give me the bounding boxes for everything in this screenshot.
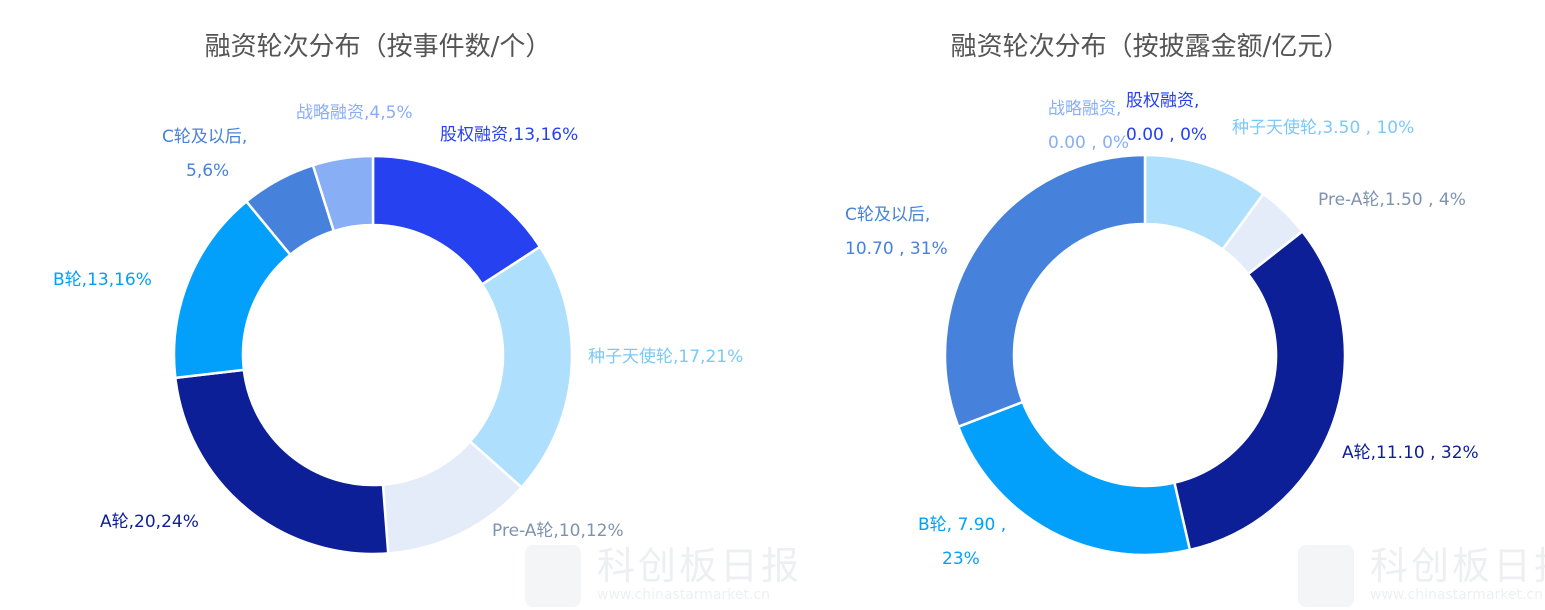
donut-slice-A轮 xyxy=(173,368,390,556)
data-label: 种子天使轮,17,21% xyxy=(588,347,744,367)
label-C轮及以后: C轮及以后, 10.70 , 31% xyxy=(845,198,948,266)
watermark-logo-icon xyxy=(1298,545,1354,607)
data-label: 种子天使轮,3.50 , 10% xyxy=(1232,118,1415,138)
data-label: 战略融资,4,5% xyxy=(296,103,413,123)
watermark-name: 科创板日报 xyxy=(597,544,803,588)
watermark-url: www.chinastarmarket.cn xyxy=(1370,587,1544,603)
label-B轮: B轮, 7.90 , 23% xyxy=(918,508,1006,576)
label-战略融资: 战略融资,4,5% xyxy=(296,96,413,130)
data-label: 5,6% xyxy=(186,161,230,181)
data-label: 0.00 , 0% xyxy=(1048,133,1130,153)
donut-slice-A轮 xyxy=(1172,229,1347,552)
label-战略融资: 战略融资, 0.00 , 0% xyxy=(1048,92,1129,160)
donut-slice-战略融资 xyxy=(311,154,375,233)
chart-title-amount: 融资轮次分布（按披露金额/亿元） xyxy=(950,32,1350,62)
label-Pre-A轮: Pre-A轮,1.50 , 4% xyxy=(1318,183,1466,217)
donut-slice-种子天使轮 xyxy=(468,245,574,490)
label-B轮: B轮,13,16% xyxy=(53,263,152,297)
data-label: B轮,13,16% xyxy=(53,270,152,290)
data-label: 股权融资, xyxy=(1126,91,1200,111)
data-label: 23% xyxy=(942,549,980,569)
donut-slice-C轮及以后 xyxy=(943,153,1147,429)
label-C轮及以后: C轮及以后, 5,6% xyxy=(162,120,247,188)
label-种子天使轮: 种子天使轮,3.50 , 10% xyxy=(1232,111,1414,145)
data-label: 10.70 , 31% xyxy=(845,239,948,259)
data-label: B轮, 7.90 , xyxy=(918,515,1007,535)
data-label: Pre-A轮,10,12% xyxy=(492,521,624,541)
data-label: C轮及以后, xyxy=(845,205,931,225)
label-股权融资: 股权融资, 0.00 , 0% xyxy=(1126,84,1207,152)
data-label: A轮,20,24% xyxy=(100,512,199,532)
data-label: 0.00 , 0% xyxy=(1126,125,1208,145)
watermark-url: www.chinastarmarket.cn xyxy=(597,587,771,603)
chart-title-count: 融资轮次分布（按事件数/个） xyxy=(204,32,552,62)
data-label: C轮及以后, xyxy=(162,127,248,147)
label-股权融资: 股权融资,13,16% xyxy=(440,118,578,152)
watermark-logo-icon xyxy=(525,545,581,607)
data-label: 战略融资, xyxy=(1048,99,1122,119)
watermark-name: 科创板日报 xyxy=(1370,544,1545,588)
data-label: Pre-A轮,1.50 , 4% xyxy=(1318,190,1466,210)
label-种子天使轮: 种子天使轮,17,21% xyxy=(588,340,743,374)
data-label: A轮,11.10 , 32% xyxy=(1342,443,1479,463)
donut-slice-B轮 xyxy=(956,400,1192,557)
label-A轮: A轮,11.10 , 32% xyxy=(1342,436,1479,470)
label-Pre-A轮: Pre-A轮,10,12% xyxy=(492,514,624,548)
label-A轮: A轮,20,24% xyxy=(100,505,199,539)
data-label: 股权融资,13,16% xyxy=(440,125,579,145)
